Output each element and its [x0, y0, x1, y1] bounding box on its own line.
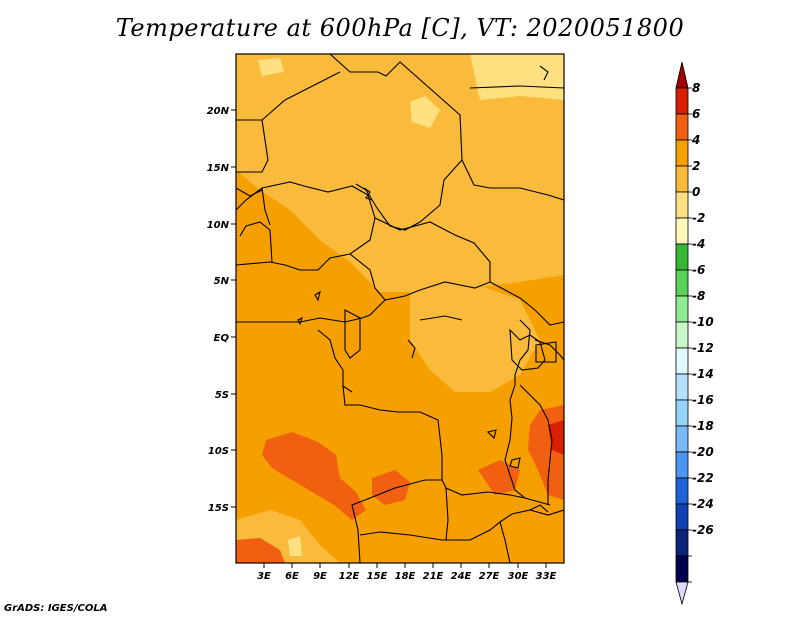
- lon-tick-label: 24E: [451, 571, 472, 582]
- colorbar-swatch: [675, 425, 689, 453]
- colorbar-swatch: [675, 165, 689, 193]
- country-borders: [236, 54, 564, 563]
- chart-title: Temperature at 600hPa [C], VT: 202005180…: [115, 14, 685, 42]
- colorbar-swatch: [675, 399, 689, 427]
- lon-tick-label: 30E: [508, 571, 529, 582]
- colorbar-label: 2: [692, 159, 700, 173]
- lat-tick-label: 20N: [207, 106, 230, 117]
- colorbar-label: 8: [692, 81, 700, 95]
- colorbar-label: -2: [692, 211, 705, 225]
- colorbar-label: -20: [692, 445, 714, 459]
- colorbar-swatch: [675, 295, 689, 323]
- colorbar-swatch: [675, 139, 689, 167]
- colorbar-swatch: [675, 529, 689, 557]
- credit-text: GrADS: IGES/COLA: [4, 603, 108, 614]
- lon-tick-label: 9E: [313, 571, 327, 582]
- colorbar-label: -8: [692, 289, 705, 303]
- lat-tick-label: 10S: [208, 446, 229, 457]
- lat-tick-label: 10N: [207, 220, 230, 231]
- colorbar-label: 6: [692, 107, 700, 121]
- lat-tick-label: 15S: [208, 503, 229, 514]
- lon-tick-label: 21E: [423, 571, 444, 582]
- colorbar-swatch: [675, 217, 689, 245]
- colorbar-label: -4: [692, 237, 705, 251]
- lat-tick-label: 5N: [214, 276, 230, 287]
- colorbar-label: -6: [692, 263, 705, 277]
- lat-tick-label: 15N: [207, 163, 230, 174]
- colorbar-max-arrow: [675, 61, 689, 89]
- colorbar-swatch: [675, 555, 689, 583]
- colorbar-label: 0: [692, 185, 700, 199]
- lon-tick-label: 3E: [257, 571, 271, 582]
- temperature-field: [236, 54, 564, 563]
- colorbar-swatch: [675, 113, 689, 141]
- colorbar-swatch: [675, 321, 689, 349]
- colorbar-swatch: [675, 373, 689, 401]
- colorbar-label: -16: [692, 393, 714, 407]
- axis-ticks: [231, 109, 547, 568]
- colorbar-swatch: [675, 191, 689, 219]
- colorbar-swatch: [675, 347, 689, 375]
- colorbar-label: -22: [692, 471, 714, 485]
- colorbar-swatch: [675, 451, 689, 479]
- colorbar-label: -14: [692, 367, 714, 381]
- lon-tick-label: 27E: [479, 571, 500, 582]
- lat-tick-label: 5S: [215, 390, 229, 401]
- colorbar-label: -18: [692, 419, 714, 433]
- colorbar-label: -10: [692, 315, 714, 329]
- colorbar-swatch: [675, 503, 689, 531]
- colorbar-label: -12: [692, 341, 714, 355]
- lon-tick-label: 12E: [339, 571, 360, 582]
- lon-tick-label: 6E: [285, 571, 299, 582]
- colorbar-swatch: [675, 477, 689, 505]
- colorbar-min-arrow: [675, 581, 689, 606]
- lon-tick-label: 33E: [536, 571, 557, 582]
- lon-tick-label: 15E: [367, 571, 388, 582]
- colorbar-swatch: [675, 243, 689, 271]
- colorbar-swatch: [675, 87, 689, 115]
- map-frame: [235, 53, 565, 564]
- colorbar-label: -26: [692, 523, 714, 537]
- colorbar-label: -24: [692, 497, 714, 511]
- lat-tick-label: EQ: [214, 333, 230, 344]
- colorbar-swatch: [675, 269, 689, 297]
- lon-tick-label: 18E: [395, 571, 416, 582]
- colorbar-label: 4: [691, 133, 700, 147]
- colorbar: [675, 61, 692, 606]
